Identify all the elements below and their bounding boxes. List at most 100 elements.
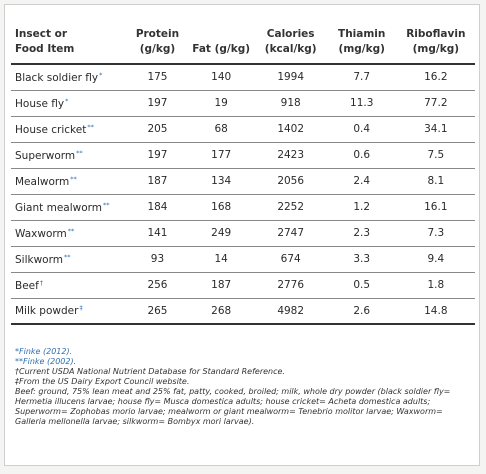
- cell-protein: 265: [147, 304, 168, 317]
- table-row: Beef† 256 187 2776 0.5 1.8: [11, 272, 475, 298]
- cell-food-item: Black soldier fly*: [11, 64, 127, 90]
- cell-riboflavin: 8.1: [427, 175, 445, 187]
- cell-food-item: House cricket**: [11, 116, 127, 142]
- cell-riboflavin: 7.3: [427, 227, 445, 239]
- footnote-marker: **: [103, 200, 110, 209]
- cell-fat: 134: [211, 175, 232, 187]
- cell-thiamin: 2.4: [353, 175, 371, 187]
- header-line: (mg/kg): [338, 43, 385, 55]
- cell-thiamin: 7.7: [353, 71, 371, 84]
- cell-food-item: Giant mealworm**: [11, 194, 127, 220]
- cell-riboflavin: 14.8: [424, 304, 448, 317]
- cell-thiamin: 1.2: [353, 201, 371, 213]
- header-line: (kcal/kg): [264, 43, 317, 55]
- header-line: Calories: [266, 28, 315, 40]
- cell-calories: 2776: [277, 279, 305, 291]
- header-line: Riboflavin: [406, 28, 466, 40]
- footnote-2: **Finke (2002).: [15, 357, 471, 367]
- food-item-name: Giant mealworm: [15, 201, 103, 214]
- cell-thiamin: 0.6: [353, 149, 371, 161]
- header-line: Insect or: [15, 28, 68, 40]
- cell-food-item: Beef†: [11, 272, 127, 298]
- cell-food-item: Milk powder‡: [11, 298, 127, 324]
- footnote-marker: **: [70, 174, 77, 183]
- table-row: Giant mealworm** 184 168 2252 1.2 16.1: [11, 194, 475, 220]
- header-line: Food Item: [15, 43, 75, 55]
- footnote-mark: **: [15, 357, 23, 366]
- cell-calories: 4982: [277, 304, 305, 317]
- cell-fat: 19: [214, 97, 228, 109]
- cell-thiamin: 2.6: [353, 304, 371, 317]
- cell-protein: 197: [147, 97, 168, 109]
- cell-calories: 918: [280, 97, 301, 109]
- food-item-name: Waxworm: [15, 227, 67, 240]
- footnote-marker: **: [67, 226, 75, 235]
- food-item-name: Superworm: [15, 149, 76, 162]
- cell-food-item: Superworm**: [11, 142, 127, 168]
- cell-food-item: Waxworm**: [11, 220, 127, 246]
- table-row: Black soldier fly* 175 140 1994 7.7 16.2: [11, 64, 475, 90]
- cell-fat: 168: [211, 201, 232, 213]
- table-row: House cricket** 205 68 1402 0.4 34.1: [11, 116, 475, 142]
- footnote-mark: *: [15, 347, 19, 356]
- header-line: Protein: [135, 28, 180, 40]
- cell-riboflavin: 34.1: [424, 123, 448, 135]
- table-row: Mealworm** 187 134 2056 2.4 8.1: [11, 168, 475, 194]
- footnote-text: Finke (2012).: [19, 347, 73, 356]
- cell-calories: 1402: [277, 123, 305, 135]
- cell-protein: 184: [147, 201, 168, 213]
- cell-fat: 68: [214, 123, 228, 135]
- table-body: Black soldier fly* 175 140 1994 7.7 16.2 House…: [11, 64, 475, 324]
- cell-food-item: Mealworm**: [11, 168, 127, 194]
- cell-protein: 187: [147, 175, 168, 187]
- cell-protein: 141: [147, 227, 168, 239]
- table-row: Superworm** 197 177 2423 0.6 7.5: [11, 142, 475, 168]
- cell-protein: 256: [147, 279, 168, 291]
- header-calories: Calories (kcal/kg): [255, 19, 327, 64]
- food-item-name: Milk powder: [15, 305, 79, 318]
- footnote-marker: ‡: [79, 304, 83, 313]
- cell-riboflavin: 16.2: [424, 71, 448, 84]
- table-row: Silkworm** 93 14 674 3.3 9.4: [11, 246, 475, 272]
- cell-calories: 2056: [277, 175, 305, 187]
- header-fat: Fat (g/kg): [188, 19, 255, 64]
- cell-fat: 268: [211, 304, 232, 317]
- cell-fat: 14: [214, 253, 228, 265]
- footnote-marker: **: [63, 252, 71, 261]
- cell-riboflavin: 16.1: [424, 201, 448, 213]
- food-item-name: Mealworm: [15, 175, 70, 188]
- cell-food-item: House fly*: [11, 90, 127, 116]
- table-header-row: Insect or Food Item Protein (g/kg) Fat (…: [11, 19, 475, 64]
- footnote-marker: **: [76, 148, 83, 157]
- cell-thiamin: 3.3: [353, 253, 371, 265]
- cell-calories: 674: [280, 253, 301, 265]
- food-item-name: Black soldier fly: [15, 71, 99, 84]
- cell-calories: 2423: [277, 149, 305, 161]
- cell-fat: 177: [211, 149, 232, 161]
- document-page: Insect or Food Item Protein (g/kg) Fat (…: [4, 4, 480, 466]
- footnote-1: *Finke (2012).: [15, 347, 471, 357]
- nutrient-table: Insect or Food Item Protein (g/kg) Fat (…: [11, 19, 475, 325]
- footnote-text: Current USDA National Nutrient Database …: [19, 367, 285, 376]
- cell-riboflavin: 77.2: [424, 97, 448, 109]
- cell-thiamin: 0.4: [353, 123, 371, 135]
- cell-protein: 205: [147, 123, 168, 135]
- cell-protein: 197: [147, 149, 168, 161]
- header-protein: Protein (g/kg): [127, 19, 188, 64]
- header-thiamin: Thiamin (mg/kg): [327, 19, 397, 64]
- footnotes: *Finke (2012). **Finke (2002). †Current …: [15, 347, 471, 427]
- cell-calories: 2252: [277, 201, 305, 213]
- footnote-5: Beef: ground, 75% lean meat and 25% fat,…: [15, 387, 451, 426]
- cell-thiamin: 0.5: [353, 279, 371, 291]
- header-food-item: Insect or Food Item: [11, 19, 127, 64]
- header-line: (g/kg): [139, 43, 176, 55]
- footnote-marker: *: [99, 70, 103, 79]
- header-line: Thiamin: [338, 28, 386, 40]
- cell-riboflavin: 9.4: [427, 253, 445, 265]
- footnote-3: †Current USDA National Nutrient Database…: [15, 367, 471, 377]
- cell-fat: 187: [211, 279, 232, 291]
- footnote-marker: †: [39, 278, 44, 287]
- footnote-text: From the US Dairy Export Council website…: [19, 377, 190, 386]
- cell-fat: 140: [211, 71, 232, 84]
- table-row: House fly* 197 19 918 11.3 77.2: [11, 90, 475, 116]
